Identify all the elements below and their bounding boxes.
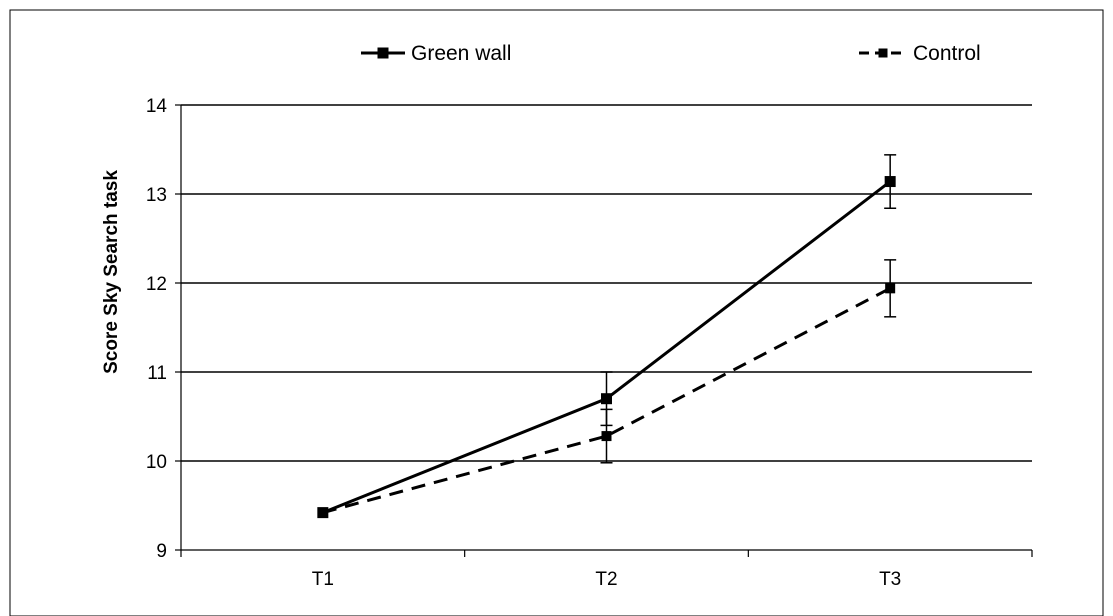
y-tick-label-9: 9 — [156, 541, 167, 562]
data-point-control-t3 — [885, 283, 896, 294]
legend: Green wall Control — [361, 42, 981, 65]
data-point-control-t1 — [317, 507, 328, 518]
data-point-green-wall-t3 — [884, 176, 896, 188]
series — [317, 154, 897, 519]
y-axis-title: Score Sky Search task — [101, 170, 122, 374]
series-line-control — [322, 287, 891, 515]
y-tick-label-13: 13 — [146, 185, 167, 206]
y-tick-label-11: 11 — [147, 363, 167, 384]
series-green-wall — [317, 154, 897, 519]
legend-item-green-wall: Green wall — [361, 42, 511, 65]
data-point-control-t2 — [601, 431, 612, 442]
axes — [175, 104, 1033, 557]
y-tick-label-14: 14 — [146, 96, 168, 117]
x-tick-label-t1: T1 — [312, 569, 334, 590]
legend-marker-control — [878, 48, 888, 58]
chart-frame — [9, 9, 1104, 616]
legend-item-control: Control — [859, 42, 981, 65]
series-control — [317, 259, 897, 518]
x-tick-label-t3: T3 — [879, 569, 901, 590]
legend-label-control: Control — [913, 42, 981, 65]
tick-labels: 9 10 11 12 13 14 T1 T2 T3 — [146, 96, 901, 590]
x-tick-label-t2: T2 — [595, 569, 617, 590]
legend-label-green-wall: Green wall — [411, 42, 511, 65]
data-point-green-wall-t2 — [601, 393, 612, 405]
y-tick-label-10: 10 — [146, 452, 167, 473]
y-tick-label-12: 12 — [146, 274, 167, 295]
legend-marker-green-wall — [377, 47, 389, 59]
